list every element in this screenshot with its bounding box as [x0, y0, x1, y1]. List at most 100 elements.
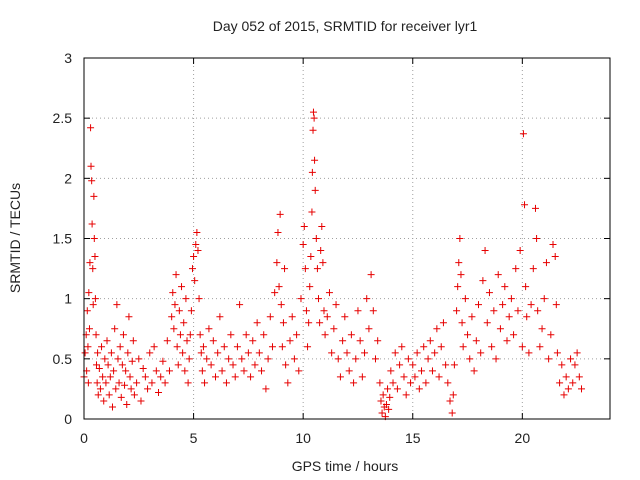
data-point [562, 373, 570, 381]
data-point [306, 283, 314, 291]
data-point [564, 385, 572, 393]
data-point [288, 313, 296, 321]
data-point [499, 301, 507, 309]
data-point [558, 361, 566, 369]
data-point [231, 373, 239, 381]
data-point [320, 307, 328, 315]
data-point [152, 367, 160, 375]
data-point [114, 355, 122, 363]
data-points [80, 108, 586, 421]
data-point [122, 367, 130, 375]
data-point [191, 277, 199, 285]
data-point [110, 367, 118, 375]
data-point [470, 367, 478, 375]
data-point [527, 301, 535, 309]
data-point [185, 355, 193, 363]
x-axis-label: GPS time / hours [292, 458, 399, 474]
data-point [483, 319, 491, 327]
data-point [173, 343, 181, 351]
data-point [172, 271, 180, 279]
data-point [87, 124, 95, 132]
data-point [115, 379, 123, 387]
data-point [128, 357, 136, 365]
data-point [297, 295, 305, 303]
data-point [458, 319, 466, 327]
data-point [456, 235, 464, 242]
data-point [165, 367, 173, 375]
data-point [253, 319, 261, 327]
data-point [553, 349, 561, 357]
data-point [339, 337, 347, 345]
data-point [569, 379, 577, 387]
data-point [466, 355, 474, 363]
data-point [84, 379, 92, 387]
data-point [258, 367, 266, 375]
data-point [192, 241, 200, 249]
data-point [321, 331, 329, 339]
data-point [315, 295, 323, 303]
data-point [334, 355, 342, 363]
data-point [87, 162, 95, 170]
data-point [264, 355, 272, 363]
data-point [119, 331, 127, 339]
data-point [220, 343, 228, 351]
data-point [205, 325, 213, 333]
data-point [196, 331, 204, 339]
data-point [94, 391, 102, 399]
data-point [310, 114, 318, 122]
data-point [290, 355, 298, 363]
y-axis-label: SRMTID / TECUs [7, 183, 23, 293]
data-point [481, 247, 489, 255]
data-point [496, 325, 504, 333]
data-point [247, 373, 255, 381]
data-point [437, 343, 445, 351]
y-tick-label: 1.5 [53, 231, 73, 247]
data-point [435, 373, 443, 381]
y-tick-label: 1 [64, 291, 72, 307]
data-point [299, 241, 307, 249]
data-point [571, 361, 579, 369]
data-point [404, 355, 412, 363]
data-point [195, 295, 203, 303]
data-point [108, 403, 116, 411]
data-point [88, 220, 96, 228]
data-point [218, 367, 226, 375]
data-point [146, 349, 154, 357]
data-point [311, 156, 319, 164]
data-point [420, 343, 428, 351]
data-point [529, 265, 537, 273]
data-point [413, 349, 421, 357]
data-point [209, 337, 217, 345]
x-tick-label: 15 [405, 430, 421, 446]
data-point [549, 241, 557, 249]
data-point [304, 343, 312, 351]
data-point [279, 319, 287, 327]
data-point [305, 319, 313, 327]
data-point [567, 355, 575, 363]
data-point [255, 349, 263, 357]
data-point [180, 319, 188, 327]
data-point [560, 391, 568, 399]
data-point [275, 283, 283, 291]
data-point [350, 379, 358, 387]
data-point [512, 265, 520, 273]
data-point [271, 289, 279, 297]
data-point [236, 301, 244, 309]
data-point [507, 295, 515, 303]
data-point [125, 313, 133, 321]
data-point [121, 381, 129, 389]
data-point [104, 361, 112, 369]
data-point [343, 349, 351, 357]
data-point [415, 385, 423, 393]
data-point [148, 379, 156, 387]
data-point [89, 301, 97, 309]
data-point [534, 307, 542, 315]
data-point [183, 337, 191, 345]
data-point [92, 331, 100, 339]
data-point [124, 349, 132, 357]
data-point [312, 235, 320, 242]
x-tick-label: 0 [80, 430, 88, 446]
data-point [91, 295, 99, 303]
data-point [361, 349, 369, 357]
